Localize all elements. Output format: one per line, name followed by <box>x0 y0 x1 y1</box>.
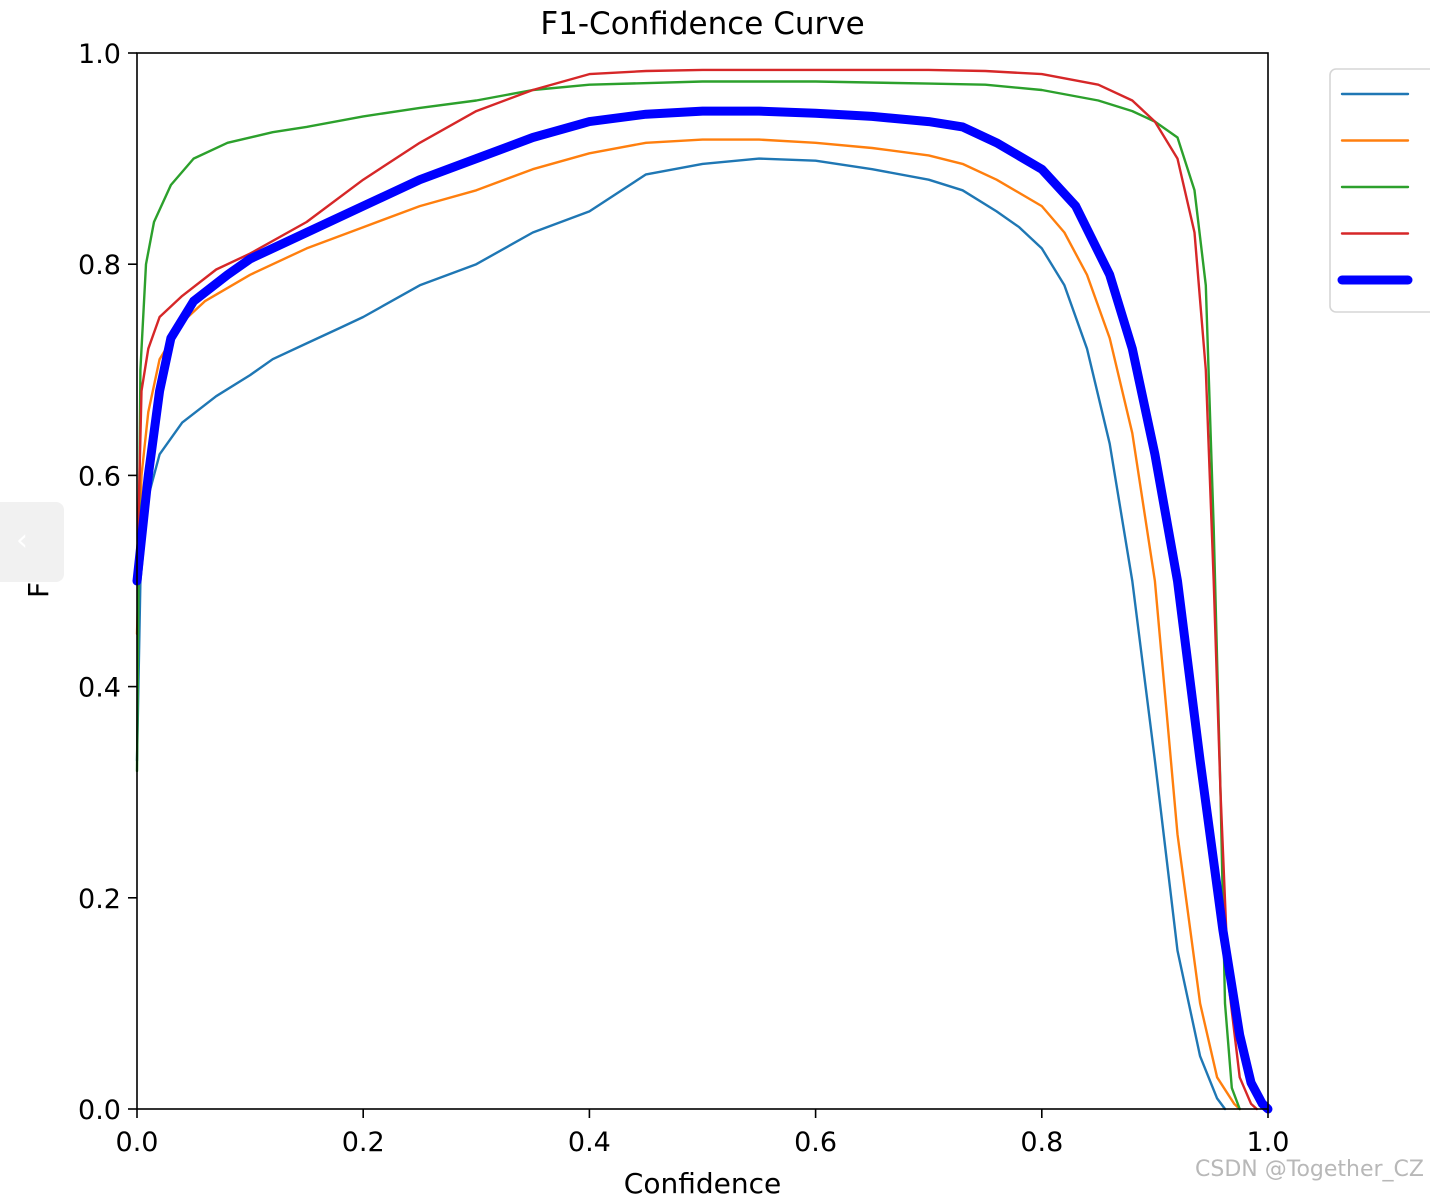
x-tick-label: 0.2 <box>342 1127 385 1158</box>
watermark: CSDN @Together_CZ <box>1195 1157 1424 1182</box>
y-tick-label: 0.2 <box>78 884 121 915</box>
x-tick-label: 0.4 <box>568 1127 611 1158</box>
plot-frame <box>136 52 1269 1110</box>
y-tick-label: 0.4 <box>78 673 121 704</box>
series-layer <box>132 68 1273 1114</box>
x-tick-label: 0.8 <box>1020 1127 1063 1158</box>
series-line-1 <box>135 157 1227 1111</box>
y-tick-label: 0.6 <box>78 461 121 492</box>
series-line-4 <box>135 68 1258 1111</box>
x-tick-label: 0.6 <box>794 1127 837 1158</box>
x-tick-label: 0.0 <box>116 1127 159 1158</box>
series-line-5 <box>132 106 1273 1114</box>
legend-box <box>1329 68 1430 313</box>
series-line-3 <box>135 80 1241 1111</box>
x-tick-label: 1.0 <box>1247 1127 1290 1158</box>
chevron-left-icon: ‹ <box>16 523 28 558</box>
series-line-2 <box>135 138 1241 1111</box>
y-tick-label: 0.0 <box>78 1095 121 1126</box>
y-tick-label: 1.0 <box>78 39 121 70</box>
y-axis: 0.0 0.2 0.4 0.6 0.8 1.0 <box>78 39 137 1126</box>
y-tick-label: 0.8 <box>78 250 121 281</box>
x-axis-title: Confidence <box>624 1167 781 1196</box>
collapse-sidebar-button[interactable]: ‹ <box>0 502 64 582</box>
x-axis: 0.0 0.2 0.4 0.6 0.8 1.0 <box>116 1109 1290 1158</box>
legend <box>1329 68 1430 313</box>
chart-title: F1-Confidence Curve <box>540 6 864 42</box>
